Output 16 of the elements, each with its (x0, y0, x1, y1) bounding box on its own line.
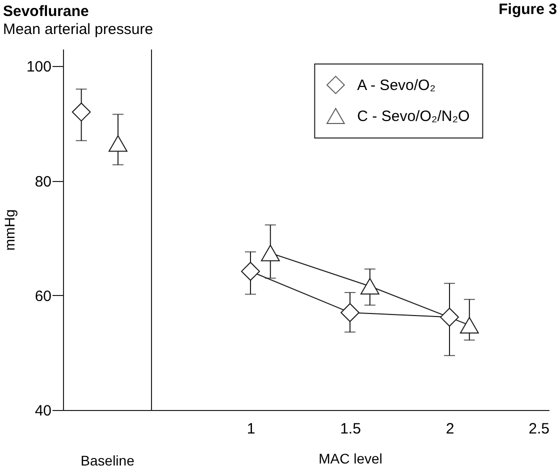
y-tick-label: 100 (26, 58, 52, 76)
x-tick-label: 2.5 (528, 420, 550, 438)
caption: Figure 3 (498, 1, 557, 18)
x-tick-label: 2 (446, 420, 454, 438)
chart-title: Sevoflurane (2, 3, 89, 20)
x-axis-title: Baseline (80, 452, 135, 468)
y-axis-title: mmHg (1, 209, 18, 251)
y-tick-label: 80 (34, 173, 52, 190)
x-tick-label: 1 (246, 420, 256, 438)
y-tick-label: 60 (34, 288, 52, 305)
x-axis-title: MAC level (318, 450, 382, 466)
legend-label: C - Sevo/O₂/N₂O (357, 108, 470, 125)
chart-subtitle: Mean arterial pressure (2, 21, 154, 38)
legend-label: A - Sevo/O₂ (357, 76, 436, 94)
y-tick-label: 40 (34, 402, 52, 420)
x-tick-label: 1.5 (340, 420, 361, 438)
